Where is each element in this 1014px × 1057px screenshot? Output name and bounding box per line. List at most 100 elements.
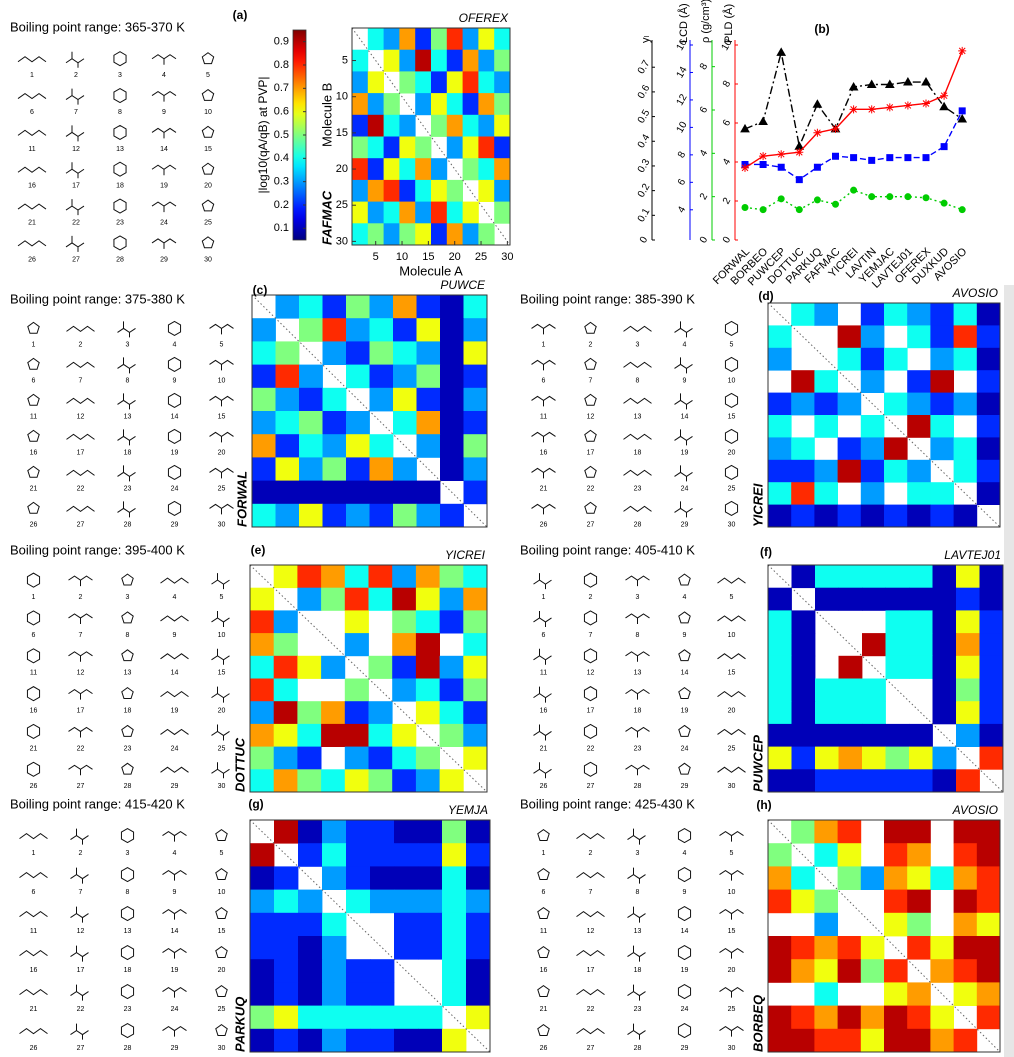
heatmap-cell [250, 936, 274, 960]
heatmap-cell [440, 388, 464, 412]
molecule-structure [114, 52, 126, 66]
heatmap-cell [954, 348, 978, 371]
heatmap-cell [346, 295, 370, 319]
molecule-structure [626, 727, 650, 737]
point-marker [795, 148, 803, 156]
heatmap-cell [930, 505, 954, 528]
molecule-number: 21 [30, 485, 38, 492]
molecule-structure [202, 126, 213, 137]
heatmap-cell [463, 137, 479, 159]
heatmap-cell [494, 115, 510, 137]
heatmap-title: YEMJA [448, 803, 488, 817]
heatmap-cell [416, 565, 440, 588]
heatmap-cell [768, 701, 792, 724]
heatmap-cell [768, 866, 792, 890]
panel-label: (d) [758, 289, 773, 303]
heatmap-cell [415, 223, 431, 245]
heatmap-cell [418, 936, 442, 960]
molecule-number: 19 [681, 708, 689, 715]
heatmap-cell [792, 633, 816, 656]
heatmap-cell [323, 341, 347, 365]
heatmap-cell [346, 959, 370, 983]
molecule-structure [577, 1029, 605, 1034]
heatmap-cell [250, 1006, 274, 1030]
heatmap-cell [322, 843, 346, 867]
heatmap-cell [394, 913, 418, 937]
heatmap-cell [394, 936, 418, 960]
heatmap-cell [466, 866, 490, 890]
molecule-number: 19 [171, 449, 179, 456]
molecule-number: 20 [204, 183, 212, 190]
heatmap-cell [440, 656, 464, 679]
molecule-number: 24 [160, 219, 168, 226]
molecule-structure [532, 324, 556, 334]
y-tick-label: 30 [336, 235, 348, 247]
molecule-number: 19 [681, 449, 689, 456]
molecule-structure [725, 501, 737, 515]
heatmap-cell [440, 565, 464, 588]
heatmap-cell [886, 724, 910, 747]
heatmap-cell [463, 202, 479, 224]
heatmap-cell [838, 460, 862, 483]
heatmap-cell [252, 318, 276, 342]
molecule-number: 29 [160, 256, 168, 263]
heatmap-cell [346, 457, 370, 481]
heatmap-cell [415, 28, 431, 50]
heatmap-cell [370, 1029, 394, 1053]
molecule-number: 9 [173, 632, 177, 639]
heatmap-cell [884, 982, 908, 1006]
heatmap-cell [323, 388, 347, 412]
molecule-structure [678, 829, 690, 843]
molecule-number: 22 [77, 745, 85, 752]
heatmap-cell [276, 341, 300, 365]
molecule-structure [210, 396, 234, 406]
molecule-structure [718, 578, 746, 583]
heatmap-cell [463, 50, 479, 72]
molecule-number: 23 [634, 1006, 642, 1013]
molecule-structure [18, 130, 46, 135]
heatmap-cell [250, 701, 274, 724]
molecule-number: 17 [587, 449, 595, 456]
molecule-number: 19 [160, 183, 168, 190]
molecule-structure [626, 614, 650, 624]
heatmap-cell [930, 415, 954, 438]
heatmap-cell [884, 820, 908, 844]
molecule-number: 7 [589, 632, 593, 639]
y-tick-label: 12 [675, 92, 690, 108]
heatmap-cell [466, 843, 490, 867]
molecule-structure [216, 830, 227, 841]
heatmap-cell [345, 679, 369, 702]
heatmap-cell [768, 505, 792, 528]
heatmap-cell [463, 724, 487, 747]
molecule-number: 21 [30, 1006, 38, 1013]
heatmap-cell [861, 1029, 885, 1053]
heatmap-cell [431, 158, 447, 180]
molecule-number: 15 [728, 670, 736, 677]
heatmap-cell [415, 137, 431, 159]
molecule-structure [585, 466, 596, 477]
molecule-structure [168, 465, 180, 479]
heatmap-cell [298, 843, 322, 867]
heatmap-cell [478, 93, 494, 115]
heatmap-cell [399, 28, 415, 50]
heatmap-cell [838, 936, 862, 960]
heatmap-cell [980, 724, 1004, 747]
molecule-number: 2 [79, 850, 83, 857]
heatmap-cell [276, 434, 300, 458]
heatmap-cell [276, 481, 300, 505]
heatmap-cell [977, 415, 1001, 438]
heatmap-cell [274, 820, 298, 844]
molecule-structure [577, 834, 605, 839]
molecule-structure [118, 393, 136, 409]
point-marker [887, 155, 893, 161]
molecule-number: 13 [124, 928, 132, 935]
y-tick-label: 4 [676, 204, 689, 215]
heatmap-cell [368, 93, 384, 115]
heatmap-cell [447, 137, 463, 159]
heatmap-cell [252, 341, 276, 365]
molecule-structure [28, 502, 39, 513]
molecule-structure [122, 574, 133, 585]
molecule-number: 23 [116, 219, 124, 226]
molecule-number: 17 [77, 967, 85, 974]
molecule-number: 11 [28, 146, 35, 153]
